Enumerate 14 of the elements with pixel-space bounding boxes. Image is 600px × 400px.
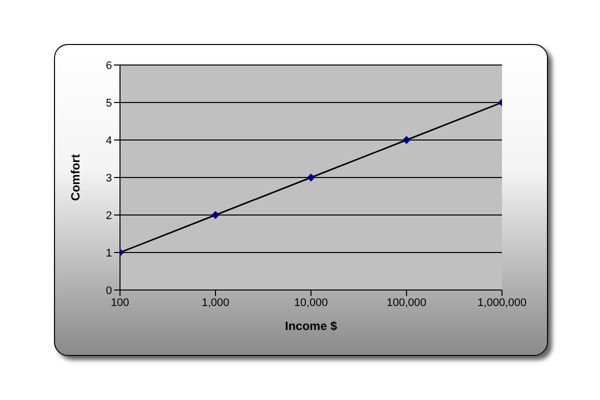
x-tick-label: 1,000,000 xyxy=(478,296,526,309)
y-tick-label: 6 xyxy=(106,60,112,72)
y-tick-label: 4 xyxy=(106,134,112,147)
x-tick-label: 1,000 xyxy=(202,296,230,309)
y-tick-label: 2 xyxy=(106,210,112,222)
x-tick-label: 10,000 xyxy=(294,296,328,309)
y-axis-title: Comfort xyxy=(68,154,82,201)
y-tick-label: 3 xyxy=(106,172,112,184)
x-axis-title: Income $ xyxy=(284,319,338,333)
y-tick-label: 1 xyxy=(106,247,112,260)
y-tick-label: 5 xyxy=(106,97,112,110)
y-tick-label: 0 xyxy=(106,284,112,297)
x-tick-label: 100,000 xyxy=(386,296,426,309)
x-tick-label: 100 xyxy=(110,296,130,309)
